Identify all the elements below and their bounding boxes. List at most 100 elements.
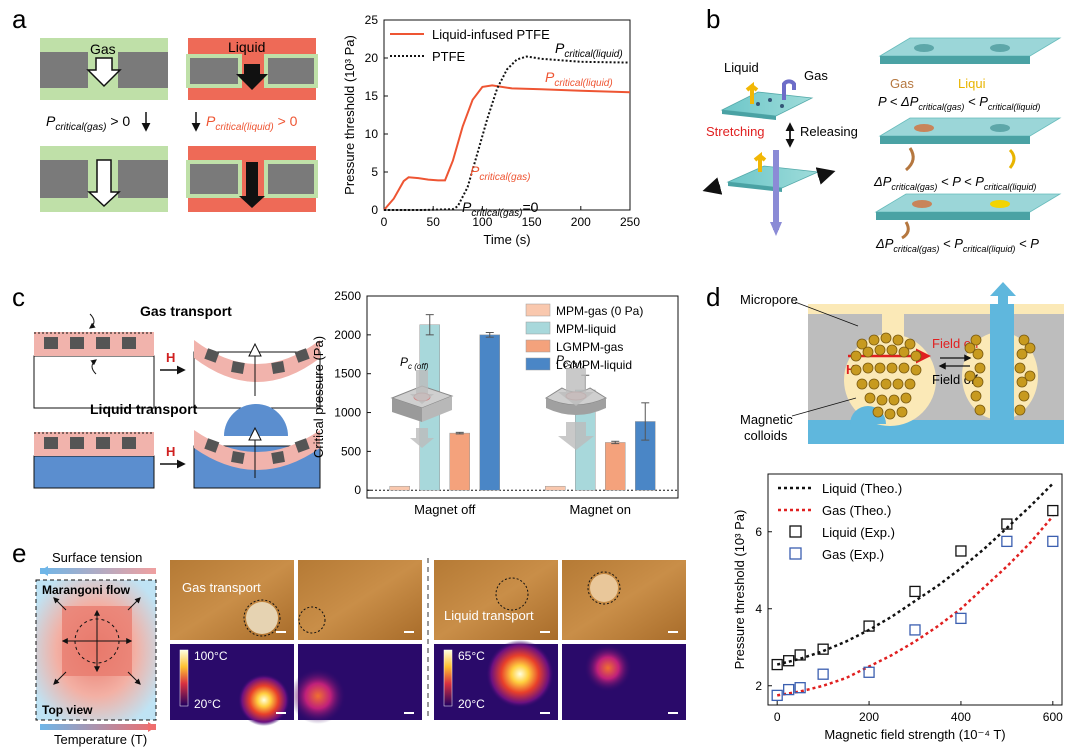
panel-label-b: b: [706, 4, 720, 34]
a-annot-pcg-red: Pcritical(gas): [470, 163, 530, 183]
d-colloid-particle: [1016, 348, 1028, 360]
a-legend-label: Liquid-infused PTFE: [432, 27, 550, 42]
b-liqui: Liqui: [958, 76, 986, 91]
a-ytick-label: 0: [371, 203, 378, 217]
d-colloid-particle: [856, 378, 868, 390]
a-xlabel: Time (s): [483, 232, 530, 247]
a-xtick-label: 0: [381, 215, 388, 229]
chart-d: 0 200 400 600 2 4 6 Magnetic field strength (10…: [732, 473, 1063, 742]
e-liquid-transport: Liquid transport: [444, 608, 534, 623]
d-legend-swatch: [789, 547, 802, 560]
d-colloid-particle: [876, 394, 888, 406]
a-ylabel: Pressure threshold (10³ Pa): [342, 35, 357, 195]
a-pcrit-gas: Pcritical(gas) > 0: [46, 113, 130, 133]
d-xtick-label: 0: [774, 710, 781, 724]
d-exp-point: [863, 666, 875, 678]
panel-label-a: a: [12, 4, 27, 34]
a-ytick-label: 5: [371, 165, 378, 179]
d-exp-point: [909, 624, 921, 636]
d-ytick-label: 4: [755, 602, 762, 616]
c-inset-on: Pc (on): [544, 353, 608, 450]
d-colloid-particle: [964, 342, 976, 354]
c-ytick-label: 1000: [334, 406, 361, 420]
d-ytick-label: 2: [755, 679, 762, 693]
d-exp-point: [771, 658, 783, 671]
d-exp-point: [1001, 535, 1013, 548]
d-colloid-particle: [898, 346, 910, 358]
d-exp-point: [909, 585, 921, 598]
b-cond1: P < ΔPcritical(gas) < Pcritical(liquid): [878, 94, 1040, 112]
c-gas-transport: Gas transport: [140, 303, 232, 319]
d-colloid-particle: [1014, 362, 1026, 374]
panel-c-schematic: Gas transport H Liquid transport H: [33, 303, 321, 489]
d-exp-point: [794, 649, 806, 661]
c-legend-swatch: [525, 339, 551, 353]
d-colloid-particle: [874, 362, 886, 374]
d-xtick-label: 600: [1043, 710, 1063, 724]
c-category-label: Magnet off: [414, 502, 476, 517]
d-xtick-label: 200: [859, 710, 879, 724]
d-colloid-particle: [1024, 342, 1036, 354]
d-colloid-particle: [972, 348, 984, 360]
d-exp-point: [1047, 504, 1059, 517]
a-ytick-label: 15: [365, 89, 379, 103]
d-exp-point: [771, 689, 783, 702]
d-colloid-particle: [1016, 376, 1028, 388]
d-xlabel: Magnetic field strength (10⁻⁴ T): [824, 727, 1005, 742]
a-annot-pcl-black: Pcritical(liquid): [555, 40, 623, 60]
d-colloids: [850, 332, 1036, 420]
c-bar: [449, 432, 470, 491]
c-ytick-label: 2500: [334, 289, 361, 303]
d-legend-label: Liquid (Theo.): [822, 481, 902, 496]
d-colloid-particle: [1018, 390, 1030, 402]
a-series-line: [383, 84, 631, 211]
a-xtick-label: 150: [522, 215, 542, 229]
a-plot-frame: [383, 19, 631, 211]
panel-a-schematic: Gas Liquid Pcritical(gas) > 0 Pcritical(…: [40, 38, 318, 212]
c-legend-swatch: [525, 357, 551, 371]
d-colloids-2: colloids: [744, 428, 788, 443]
b-cond2: ΔPcritical(gas) < P < Pcritical(liquid): [873, 174, 1036, 192]
c-category-label: Magnet on: [570, 502, 631, 517]
e-tmax-2: 65°C: [458, 649, 485, 663]
d-colloid-particle: [886, 344, 898, 356]
d-colloid-particle: [1018, 334, 1030, 346]
d-colloid-particle: [880, 378, 892, 390]
panel-e-photos: Gas transport Liquid transport 100°C 20°…: [170, 558, 686, 726]
d-colloid-particle: [972, 376, 984, 388]
d-colloid-particle: [910, 364, 922, 376]
d-colloid-particle: [864, 392, 876, 404]
d-colloid-particle: [862, 362, 874, 374]
panel-label-e: e: [12, 538, 26, 568]
c-pc-on: Pc (on): [556, 353, 585, 369]
panel-label-d: d: [706, 282, 720, 312]
panel-e-schematic: Surface tension Marangoni flow Top view …: [35, 550, 157, 747]
d-colloid-particle: [970, 334, 982, 346]
d-colloid-particle: [964, 370, 976, 382]
c-ytick-label: 0: [354, 483, 361, 497]
d-colloid-particle: [884, 408, 896, 420]
d-legend-label: Gas (Exp.): [822, 547, 884, 562]
d-colloid-particle: [896, 406, 908, 418]
c-legend-label: MPM-liquid: [556, 322, 616, 336]
a-series-line: [384, 55, 631, 211]
d-colloid-particle: [868, 378, 880, 390]
d-colloid-particle: [868, 334, 880, 346]
d-colloid-particle: [904, 378, 916, 390]
d-xtick-label: 400: [951, 710, 971, 724]
b-gas2: Gas: [890, 76, 914, 91]
d-colloid-particle: [892, 334, 904, 346]
d-plot-frame: [767, 473, 1063, 706]
c-bar: [479, 334, 500, 491]
c-bar: [605, 442, 626, 491]
d-colloid-particle: [888, 394, 900, 406]
d-colloid-particle: [974, 404, 986, 416]
c-plot-frame: [366, 295, 679, 499]
b-gas: Gas: [804, 68, 828, 83]
b-liquid: Liquid: [724, 60, 759, 75]
e-marangoni: Marangoni flow: [42, 583, 131, 597]
e-tmax-1: 100°C: [194, 649, 228, 663]
a-annot-pcg-zero: Pcritical(gas)=0: [462, 199, 539, 219]
b-releasing: Releasing: [800, 124, 858, 139]
c-ytick-label: 2000: [334, 328, 361, 342]
